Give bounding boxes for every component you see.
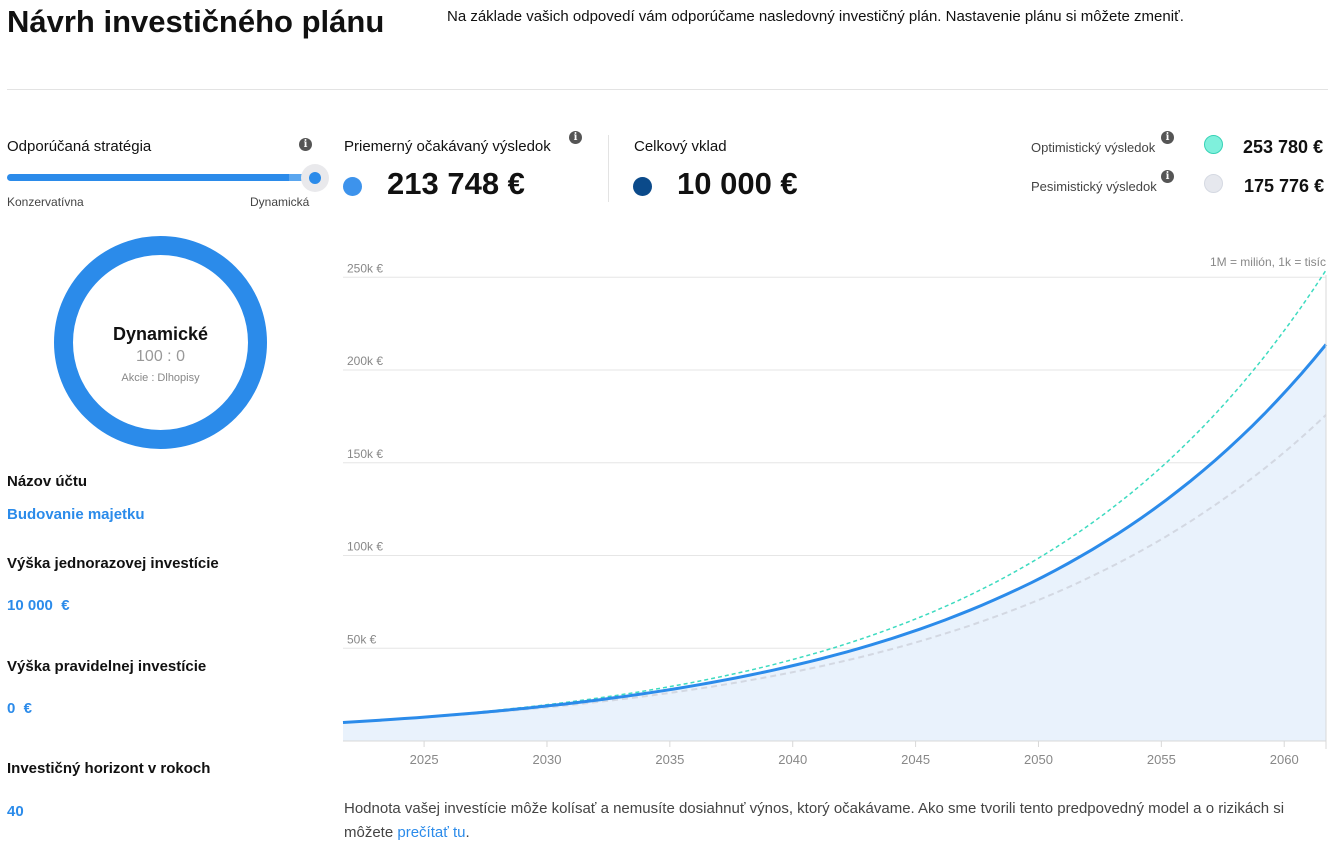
lump-investment-label: Výška jednorazovej investície <box>7 555 219 572</box>
expected-result-value: 213 748 € <box>387 166 525 201</box>
optimistic-info-icon[interactable]: i <box>1161 131 1174 144</box>
strategy-slider[interactable] <box>7 164 329 192</box>
x-tick-label: 2060 <box>1270 752 1299 767</box>
regular-investment-value[interactable]: 0 € <box>7 700 33 717</box>
expected-line <box>342 343 1328 724</box>
expected-area-fill <box>343 344 1326 741</box>
regular-investment-label: Výška pravidelnej investície <box>7 658 207 675</box>
slider-handle-dot <box>309 172 321 184</box>
chart-units-note: 1M = milión, 1k = tisíc <box>1210 255 1326 269</box>
x-tick-label: 2040 <box>778 752 807 767</box>
y-tick-label: 50k € <box>347 632 377 646</box>
total-deposit-dot <box>633 177 652 196</box>
allocation-donut-ring <box>54 236 267 449</box>
total-deposit-label: Celkový vklad <box>634 138 727 155</box>
pessimistic-dot <box>1204 174 1223 193</box>
x-tick-label: 2045 <box>901 752 930 767</box>
account-name-value[interactable]: Budovanie majetku <box>7 506 145 523</box>
strategy-info-icon[interactable]: i <box>299 138 312 151</box>
total-deposit-value: 10 000 € <box>677 166 798 201</box>
optimistic-label: Optimistický výsledok <box>1031 140 1156 155</box>
pessimistic-info-icon[interactable]: i <box>1161 170 1174 183</box>
y-tick-label: 250k € <box>347 261 383 275</box>
slider-track <box>7 174 307 181</box>
disclaimer-end: . <box>465 824 470 841</box>
slider-max-label: Dynamická <box>250 195 310 209</box>
account-name-label: Názov účtu <box>7 473 88 490</box>
lump-investment-value[interactable]: 10 000 € <box>7 597 70 614</box>
horizon-value[interactable]: 40 <box>7 803 24 820</box>
y-tick-label: 200k € <box>347 354 383 368</box>
page-title: Návrh investičného plánu <box>7 4 385 39</box>
donut-ratio: 100 : 0 <box>136 348 185 365</box>
x-tick-label: 2050 <box>1024 752 1053 767</box>
x-tick-label: 2055 <box>1147 752 1176 767</box>
horizon-label: Investičný horizont v rokoch <box>7 760 211 777</box>
donut-legend: Akcie : Dlhopisy <box>121 372 200 384</box>
summary-divider <box>608 135 609 202</box>
expected-result-dot <box>343 177 362 196</box>
read-more-link[interactable]: prečítať tu <box>397 824 466 841</box>
x-tick-label: 2035 <box>655 752 684 767</box>
y-tick-label: 100k € <box>347 540 383 554</box>
x-tick-label: 2025 <box>410 752 439 767</box>
optimistic-value: 253 780 € <box>1243 137 1324 157</box>
page-intro: Na základe vašich odpovedí vám odporúčam… <box>447 8 1184 25</box>
disclaimer-text: Hodnota vašej investície môže kolísať a … <box>344 800 1285 841</box>
disclaimer: Hodnota vašej investície môže kolísať a … <box>344 797 1304 845</box>
expected-result-label: Priemerný očakávaný výsledok <box>344 138 551 155</box>
slider-handle[interactable] <box>301 164 329 192</box>
expected-result-info-icon[interactable]: i <box>569 131 582 144</box>
header-divider <box>7 89 1328 90</box>
donut-strategy-name: Dynamické <box>112 324 209 344</box>
y-tick-label: 150k € <box>347 447 383 461</box>
pessimistic-value: 175 776 € <box>1244 176 1325 196</box>
allocation-donut: Dynamické 100 : 0 Akcie : Dlhopisy <box>54 236 267 449</box>
slider-min-label: Konzervatívna <box>7 195 84 209</box>
strategy-label: Odporúčaná stratégia <box>7 138 152 155</box>
pessimistic-label: Pesimistický výsledok <box>1031 179 1157 194</box>
x-tick-label: 2030 <box>533 752 562 767</box>
optimistic-dot <box>1204 135 1223 154</box>
